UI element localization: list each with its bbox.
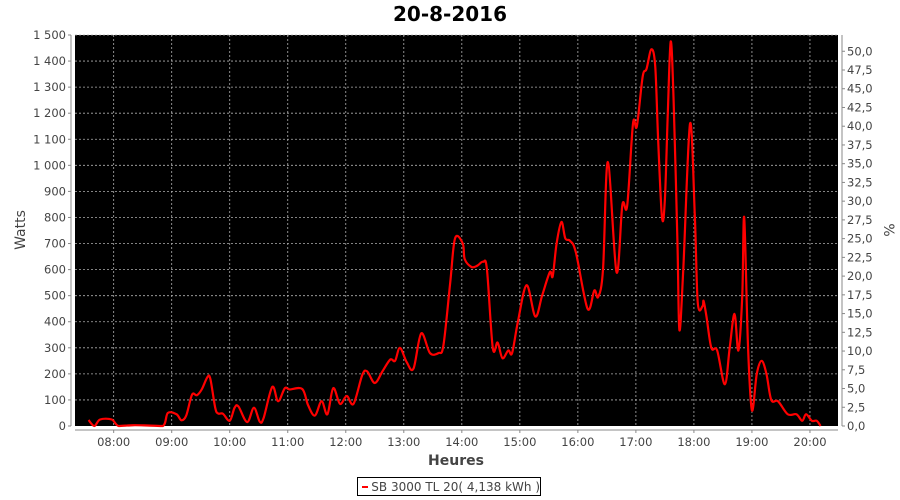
- x-tick-label: 16:00: [561, 435, 594, 449]
- y-axis-label: Watts: [13, 210, 29, 250]
- x-tick-label: 09:00: [155, 435, 188, 449]
- y2-tick-label: 15,0: [847, 307, 873, 321]
- y2-tick-label: 20,0: [847, 269, 873, 283]
- x-tick-label: 13:00: [387, 435, 420, 449]
- y-tick-label: 300: [44, 341, 66, 355]
- y-tick-label: 600: [44, 263, 66, 277]
- y2-tick-label: 32,5: [847, 175, 873, 189]
- y-tick-label: 1 300: [33, 80, 66, 94]
- plot-area: [75, 35, 838, 426]
- y-tick-label: 1 500: [33, 28, 66, 42]
- y2-tick-label: 37,5: [847, 138, 873, 152]
- y2-tick-label: 22,5: [847, 250, 873, 264]
- y2-tick-label: 30,0: [847, 194, 873, 208]
- y-tick-label: 1 200: [33, 106, 66, 120]
- y2-tick-label: 12,5: [847, 325, 873, 339]
- y-tick-label: 900: [44, 184, 66, 198]
- y-tick-label: 800: [44, 210, 66, 224]
- y-tick-label: 700: [44, 237, 66, 251]
- y2-tick-label: 45,0: [847, 82, 873, 96]
- x-tick-label: 10:00: [213, 435, 246, 449]
- y-tick-label: 0: [59, 419, 66, 433]
- x-tick-label: 19:00: [735, 435, 768, 449]
- y2-tick-label: 10,0: [847, 344, 873, 358]
- y2-tick-label: 40,0: [847, 119, 873, 133]
- y2-tick-label: 35,0: [847, 157, 873, 171]
- x-tick-label: 12:00: [329, 435, 362, 449]
- y2-tick-label: 50,0: [847, 44, 873, 58]
- y2-tick-label: 0,0: [847, 419, 865, 433]
- x-tick-label: 17:00: [619, 435, 652, 449]
- x-tick-label: 14:00: [445, 435, 478, 449]
- chart-title: 20-8-2016: [392, 2, 507, 26]
- grid: [75, 34, 838, 426]
- y2-tick-label: 47,5: [847, 63, 873, 77]
- y-tick-label: 200: [44, 367, 66, 381]
- x-tick-label: 08:00: [97, 435, 130, 449]
- y-tick-label: 1 100: [33, 132, 66, 146]
- y2-tick-label: 7,5: [847, 363, 865, 377]
- x-tick-label: 11:00: [271, 435, 304, 449]
- series-line: [87, 40, 822, 428]
- legend: SB 3000 TL 20( 4,138 kWh ): [357, 477, 541, 496]
- y2-axis-label: %: [880, 223, 896, 236]
- axes: 0 100 200 300 400 500 600 700 800 900 1 000 1 100 1 …: [33, 28, 873, 449]
- y2-tick-label: 25,0: [847, 232, 873, 246]
- y-tick-label: 100: [44, 393, 66, 407]
- y2-tick-label: 27,5: [847, 213, 873, 227]
- y2-tick-label: 17,5: [847, 288, 873, 302]
- x-tick-label: 15:00: [503, 435, 536, 449]
- y2-tick-label: 2,5: [847, 400, 865, 414]
- y-tick-label: 500: [44, 289, 66, 303]
- x-tick-label: 18:00: [677, 435, 710, 449]
- x-axis-label: Heures: [428, 453, 484, 469]
- y2-tick-label: 5,0: [847, 382, 865, 396]
- series-lines: [87, 40, 822, 428]
- legend-label: SB 3000 TL 20( 4,138 kWh ): [371, 479, 540, 494]
- y-tick-label: 1 000: [33, 158, 66, 172]
- x-tick-label: 20:00: [793, 435, 826, 449]
- y-tick-label: 400: [44, 315, 66, 329]
- y-tick-label: 1 400: [33, 54, 66, 68]
- legend-swatch: [362, 485, 369, 488]
- y2-tick-label: 42,5: [847, 100, 873, 114]
